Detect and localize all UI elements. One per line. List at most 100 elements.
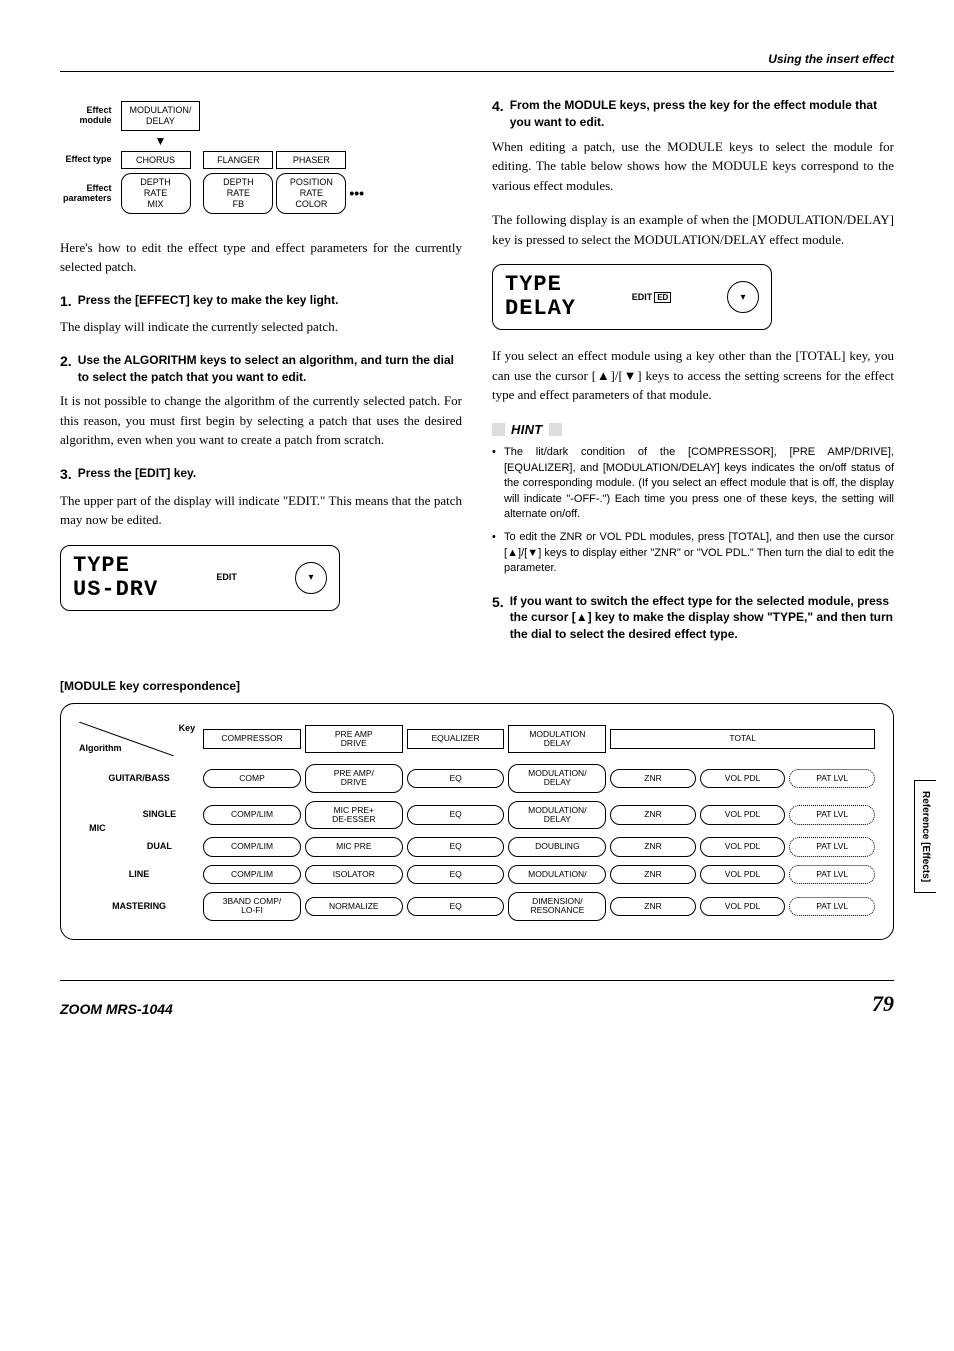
cell: DIMENSION/ RESONANCE (508, 892, 606, 921)
cell: PRE AMP/ DRIVE (305, 764, 403, 793)
step-2-title: Use the ALGORITHM keys to select an algo… (78, 352, 462, 386)
type-chorus: CHORUS (121, 151, 191, 170)
cell: ZNR (610, 897, 696, 916)
header-preamp: PRE AMP DRIVE (305, 725, 403, 754)
effect-type-label: Effect type (63, 151, 118, 170)
step-3-body: The upper part of the display will indic… (60, 491, 462, 530)
ellipsis: ••• (349, 173, 364, 213)
step-5-num: 5. (492, 593, 504, 613)
header-total: TOTAL (610, 729, 875, 748)
page-header: Using the insert effect (60, 50, 894, 72)
table-row: MASTERING 3BAND COMP/ LO-FI NORMALIZE EQ… (79, 892, 875, 921)
header-compressor: COMPRESSOR (203, 729, 301, 748)
cell: MODULATION/ DELAY (508, 764, 606, 793)
right-column: 4. From the MODULE keys, press the key f… (492, 97, 894, 649)
row-mic: MIC (79, 801, 116, 857)
cell: MODULATION/ (508, 865, 606, 884)
cell: VOL PDL (700, 865, 786, 884)
header-equalizer: EQUALIZER (407, 729, 505, 748)
step-4-body3: If you select an effect module using a k… (492, 346, 894, 405)
cell: PAT LVL (789, 865, 875, 884)
left-column: Effect module MODULATION/ DELAY ▼ Effect… (60, 97, 462, 649)
cell: COMP/LIM (203, 837, 301, 856)
effect-params-label: Effect parameters (63, 173, 118, 213)
params-phaser: POSITION RATE COLOR (276, 173, 346, 213)
step-1-num: 1. (60, 292, 72, 312)
step-2-body: It is not possible to change the algorit… (60, 391, 462, 450)
params-chorus: DEPTH RATE MIX (121, 173, 191, 213)
effect-structure-diagram: Effect module MODULATION/ DELAY ▼ Effect… (60, 97, 462, 218)
table-header-row: Key Algorithm COMPRESSOR PRE AMP DRIVE E… (79, 722, 875, 756)
cell: ZNR (610, 805, 696, 824)
cell: DOUBLING (508, 837, 606, 856)
down-arrow-icon: ▼ (121, 135, 201, 147)
cell: NORMALIZE (305, 897, 403, 916)
step-2-num: 2. (60, 352, 72, 372)
table-row: GUITAR/BASS COMP PRE AMP/ DRIVE EQ MODUL… (79, 764, 875, 793)
hint-square-icon (492, 423, 505, 436)
footer-product: ZOOM MRS-1044 (60, 999, 173, 1020)
cell: MIC PRE (305, 837, 403, 856)
module-box: MODULATION/ DELAY (121, 101, 201, 131)
cell: 3BAND COMP/ LO-FI (203, 892, 301, 921)
cell: EQ (407, 865, 505, 884)
type-phaser: PHASER (276, 151, 346, 170)
row-single: SINGLE (120, 801, 199, 830)
cell: COMP (203, 769, 301, 788)
step-1-title: Press the [EFFECT] key to make the key l… (78, 292, 339, 309)
header-algorithm-label: Algorithm (79, 742, 122, 756)
cell: VOL PDL (700, 805, 786, 824)
lcd2-line2: DELAY (505, 297, 576, 321)
row-dual: DUAL (120, 837, 199, 856)
cell: PAT LVL (789, 805, 875, 824)
step-3-title: Press the [EDIT] key. (78, 465, 197, 482)
hint-square-icon (549, 423, 562, 436)
lcd-display-1: TYPE US-DRV EDIT ▾ (60, 545, 340, 611)
lcd2-edit-text: EDIT (632, 292, 653, 302)
effect-module-label: Effect module (63, 101, 118, 131)
hint-label: HINT (511, 420, 543, 440)
lcd2-edit-label: EDITED (632, 291, 672, 305)
lcd1-line2: US-DRV (73, 578, 158, 602)
cell: COMP/LIM (203, 805, 301, 824)
cell: ZNR (610, 769, 696, 788)
header-key-label: Key (179, 722, 196, 736)
step-4-body2: The following display is an example of w… (492, 210, 894, 249)
cell: PAT LVL (789, 837, 875, 856)
cell: ZNR (610, 865, 696, 884)
lcd1-edit-label: EDIT (216, 571, 237, 585)
params-flanger: DEPTH RATE FB (203, 173, 273, 213)
step-1-body: The display will indicate the currently … (60, 317, 462, 337)
step-4-body1: When editing a patch, use the MODULE key… (492, 137, 894, 196)
module-correspondence-title: [MODULE key correspondence] (60, 677, 894, 695)
dial-icon: ▾ (727, 281, 759, 313)
cell: MIC PRE+ DE-ESSER (305, 801, 403, 830)
step-2-heading: 2. Use the ALGORITHM keys to select an a… (60, 352, 462, 386)
cell: EQ (407, 837, 505, 856)
hint-header: HINT (492, 420, 894, 440)
step-4-num: 4. (492, 97, 504, 117)
cell: EQ (407, 769, 505, 788)
cell: VOL PDL (700, 769, 786, 788)
step-1-heading: 1. Press the [EFFECT] key to make the ke… (60, 292, 462, 312)
type-flanger: FLANGER (203, 151, 273, 170)
step-5-title: If you want to switch the effect type fo… (510, 593, 894, 643)
hint-item-1: The lit/dark condition of the [COMPRESSO… (492, 445, 894, 522)
step-4-heading: 4. From the MODULE keys, press the key f… (492, 97, 894, 131)
row-guitar-bass: GUITAR/BASS (79, 764, 199, 793)
dial-icon: ▾ (295, 562, 327, 594)
cell: PAT LVL (789, 897, 875, 916)
cell: EQ (407, 805, 505, 824)
page-footer: ZOOM MRS-1044 79 (60, 980, 894, 1020)
table-row: MIC SINGLE COMP/LIM MIC PRE+ DE-ESSER EQ… (79, 801, 875, 830)
lcd1-line1: TYPE (73, 554, 158, 578)
cell: ZNR (610, 837, 696, 856)
cell: PAT LVL (789, 769, 875, 788)
cell: VOL PDL (700, 837, 786, 856)
step-3-num: 3. (60, 465, 72, 485)
row-line: LINE (79, 865, 199, 884)
cell: MODULATION/ DELAY (508, 801, 606, 830)
lcd2-line1: TYPE (505, 273, 576, 297)
side-tab: Reference [Effects] (914, 780, 936, 893)
step-4-title: From the MODULE keys, press the key for … (510, 97, 894, 131)
